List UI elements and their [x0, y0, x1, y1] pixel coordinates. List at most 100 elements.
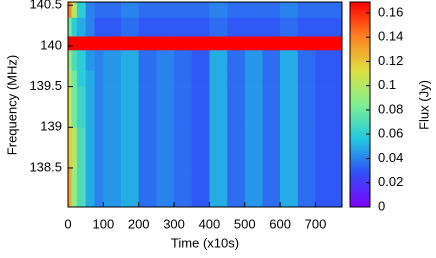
- heatmap-cell: [85, 127, 95, 169]
- heatmap-cell: [71, 167, 78, 208]
- x-tick-label: 100: [93, 216, 115, 231]
- heatmap-cell: [262, 49, 281, 71]
- heatmap-cell: [227, 86, 246, 128]
- heatmap-cell: [68, 86, 72, 128]
- heatmap-cell: [209, 70, 228, 87]
- heatmap-cell: [227, 2, 246, 18]
- heatmap-cell: [138, 127, 157, 169]
- heatmap-cell: [121, 127, 140, 169]
- heatmap-cell: [71, 2, 78, 18]
- heatmap-cell: [71, 36, 78, 51]
- heatmap-cell: [94, 127, 104, 169]
- heatmap-cell: [174, 167, 193, 208]
- heatmap-cell: [71, 86, 78, 128]
- heatmap-cell: [138, 2, 157, 18]
- heatmap-cell: [297, 36, 316, 51]
- heatmap-cell: [280, 36, 299, 51]
- y-axis-label: Frequency (MHz): [4, 55, 19, 155]
- heatmap-cell: [85, 36, 95, 51]
- heatmap-cell: [85, 49, 95, 71]
- heatmap-cell: [68, 36, 72, 51]
- heatmap-cell: [156, 70, 175, 87]
- heatmap-cell: [138, 167, 157, 208]
- heatmap-cell: [262, 167, 281, 208]
- heatmap-cell: [191, 49, 210, 71]
- colorbar-tick-label: 0: [378, 198, 385, 213]
- colorbar-tick-label: 0.1: [378, 77, 396, 92]
- heatmap-cell: [103, 86, 122, 128]
- heatmap-cell: [227, 17, 246, 37]
- heatmap-cell: [297, 17, 316, 37]
- heatmap-cell: [244, 36, 263, 51]
- heatmap-cell: [191, 127, 210, 169]
- heatmap-cell: [71, 17, 78, 37]
- heatmap-cell: [156, 127, 175, 169]
- heatmap-cell: [280, 167, 299, 208]
- heatmap-cell: [94, 167, 104, 208]
- heatmap-cell: [262, 17, 281, 37]
- heatmap-cell: [68, 49, 72, 71]
- heatmap-cell: [76, 86, 86, 128]
- heatmap-cell: [68, 17, 72, 37]
- heatmap-cell: [94, 36, 104, 51]
- x-tick-label: 500: [234, 216, 256, 231]
- heatmap-cell: [297, 70, 316, 87]
- heatmap-cell: [103, 70, 122, 87]
- y-tick-label: 139: [40, 119, 62, 134]
- heatmap-cell: [103, 127, 122, 169]
- heatmap-cell: [103, 49, 122, 71]
- heatmap-cell: [227, 70, 246, 87]
- heatmap-cell: [138, 36, 157, 51]
- heatmap-cell: [94, 17, 104, 37]
- heatmap-cell: [209, 167, 228, 208]
- heatmap-cell: [156, 36, 175, 51]
- heatmap-cell: [76, 167, 86, 208]
- heatmap-cell: [121, 86, 140, 128]
- heatmap-cell: [174, 17, 193, 37]
- heatmap-cell: [76, 17, 86, 37]
- heatmap-cell: [244, 2, 263, 18]
- y-tick-label: 138.5: [29, 159, 62, 174]
- y-tick-label: 140.5: [29, 0, 62, 12]
- heatmap-cell: [76, 127, 86, 169]
- colorbar-tick-label: 0.12: [378, 53, 403, 68]
- heatmap-cell: [103, 17, 122, 37]
- heatmap-cell: [227, 127, 246, 169]
- heatmap-cell: [174, 2, 193, 18]
- colorbar-label: Flux (Jy): [416, 80, 431, 130]
- heatmap-cell: [227, 36, 246, 51]
- plot-border: [67, 1, 343, 208]
- heatmap-cell: [174, 36, 193, 51]
- heatmap-cell: [71, 70, 78, 87]
- x-tick-label: 200: [128, 216, 150, 231]
- colorbar-tick-label: 0.06: [378, 126, 403, 141]
- heatmap-cell: [85, 70, 95, 87]
- heatmap-cell: [227, 167, 246, 208]
- heatmap-cell: [191, 17, 210, 37]
- heatmap-cell: [315, 2, 343, 18]
- heatmap-cell: [262, 36, 281, 51]
- heatmap-cell: [85, 2, 95, 18]
- heatmap-cell: [244, 167, 263, 208]
- colorbar-tick-label: 0.14: [378, 29, 403, 44]
- heatmap-cell: [76, 49, 86, 71]
- heatmap-cell: [191, 2, 210, 18]
- colorbar: [349, 1, 371, 208]
- x-tick-label: 300: [163, 216, 185, 231]
- heatmap-cell: [76, 2, 86, 18]
- heatmap-cell: [297, 86, 316, 128]
- heatmap-cell: [244, 17, 263, 37]
- heatmap-cell: [297, 49, 316, 71]
- heatmap-cell: [156, 2, 175, 18]
- heatmap-cell: [191, 36, 210, 51]
- heatmap-cell: [315, 70, 343, 87]
- heatmap-cell: [156, 17, 175, 37]
- heatmap-cell: [315, 36, 343, 51]
- x-tick-label: 700: [305, 216, 327, 231]
- heatmap-cell: [121, 49, 140, 71]
- heatmap-cell: [138, 86, 157, 128]
- heatmap-cell: [244, 127, 263, 169]
- heatmap-cell: [280, 2, 299, 18]
- heatmap-cell: [280, 17, 299, 37]
